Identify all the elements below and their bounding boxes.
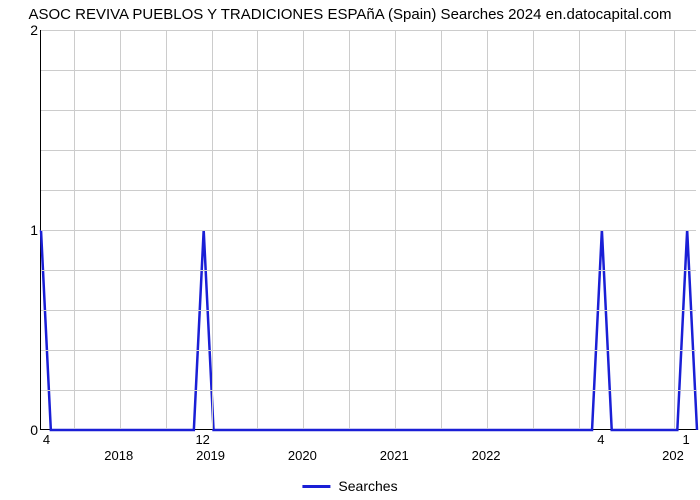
grid-h-minor (41, 350, 696, 351)
grid-v (395, 30, 396, 429)
grid-h (41, 230, 696, 231)
grid-v (74, 30, 75, 429)
x-tick-label: 2020 (288, 448, 317, 463)
grid-h-minor (41, 270, 696, 271)
grid-v (166, 30, 167, 429)
legend-label: Searches (338, 478, 397, 494)
chart-area: 2018201920202021202220241241 (40, 30, 696, 430)
grid-v (533, 30, 534, 429)
legend-swatch (302, 485, 330, 488)
series-line (41, 230, 697, 430)
grid-h (41, 30, 696, 31)
y-tick-label: 1 (8, 222, 38, 238)
grid-h-minor (41, 310, 696, 311)
grid-h-minor (41, 70, 696, 71)
grid-v (674, 30, 675, 429)
x-tick-label: 2018 (104, 448, 133, 463)
y-tick-label: 2 (8, 22, 38, 38)
grid-v (212, 30, 213, 429)
x-tick-label: 2019 (196, 448, 225, 463)
grid-h-minor (41, 190, 696, 191)
x-tick-label: 202 (662, 448, 684, 463)
grid-v (487, 30, 488, 429)
grid-v (579, 30, 580, 429)
grid-v (257, 30, 258, 429)
grid-v (303, 30, 304, 429)
grid-v (441, 30, 442, 429)
y-tick-label: 0 (8, 422, 38, 438)
data-point-label: 12 (195, 432, 209, 447)
grid-v (349, 30, 350, 429)
plot-region (40, 30, 696, 430)
data-point-label: 4 (43, 432, 50, 447)
grid-h-minor (41, 150, 696, 151)
grid-h-minor (41, 390, 696, 391)
x-tick-label: 2022 (472, 448, 501, 463)
grid-h-minor (41, 110, 696, 111)
grid-v (120, 30, 121, 429)
grid-v (625, 30, 626, 429)
data-point-label: 4 (597, 432, 604, 447)
x-tick-label: 2021 (380, 448, 409, 463)
legend: Searches (302, 478, 397, 494)
data-point-label: 1 (683, 432, 690, 447)
chart-title: ASOC REVIVA PUEBLOS Y TRADICIONES ESPAñA… (0, 0, 700, 23)
